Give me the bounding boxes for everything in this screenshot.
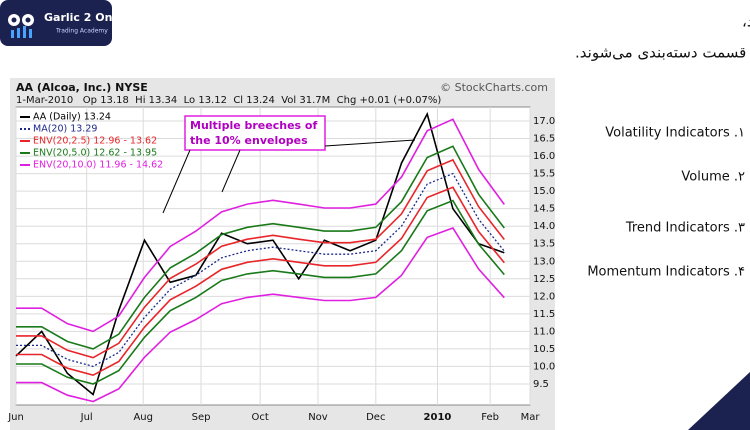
annotation-text: Multiple breeches of bbox=[190, 119, 317, 132]
series-line bbox=[16, 186, 505, 377]
legend-label: ENV(20,5.0) 12.62 - 13.95 bbox=[33, 148, 157, 159]
logo-tagline: Trading Academy bbox=[55, 28, 108, 35]
list-item: Trend Indicators .۳ bbox=[625, 221, 745, 236]
y-tick-label: 12.5 bbox=[533, 274, 555, 285]
x-tick-label: Feb bbox=[481, 412, 499, 423]
y-tick-label: 17.0 bbox=[533, 116, 555, 127]
chart-title: AA (Alcoa, Inc.) NYSE bbox=[16, 81, 148, 94]
x-tick-label: Oct bbox=[252, 412, 269, 423]
legend-label: MA(20) 13.29 bbox=[33, 124, 97, 135]
corner-decoration bbox=[688, 372, 750, 430]
y-tick-label: 14.5 bbox=[533, 204, 555, 215]
x-tick-label: Jun bbox=[7, 412, 24, 423]
y-tick-label: 13.5 bbox=[533, 239, 555, 250]
series-line bbox=[16, 227, 505, 403]
list-item: Momentum Indicators .۴ bbox=[587, 265, 745, 280]
x-tick-label: 2010 bbox=[424, 412, 452, 423]
list-item: Volatility Indicators .۱ bbox=[605, 126, 745, 141]
logo-badge bbox=[0, 0, 112, 46]
y-tick-label: 12.0 bbox=[533, 291, 555, 302]
y-tick-label: 16.0 bbox=[533, 151, 555, 162]
x-tick-label: Mar bbox=[521, 412, 541, 423]
x-tick-label: Dec bbox=[366, 412, 385, 423]
y-tick-label: 15.5 bbox=[533, 169, 555, 180]
plot-area bbox=[15, 106, 531, 406]
series-line bbox=[16, 172, 505, 368]
chart-source: © StockCharts.com bbox=[440, 81, 548, 94]
x-tick-label: Jul bbox=[80, 412, 93, 423]
series-line bbox=[16, 199, 505, 385]
y-tick-label: 11.5 bbox=[533, 309, 555, 320]
y-tick-label: 11.0 bbox=[533, 326, 555, 337]
series-line bbox=[16, 158, 505, 359]
y-tick-label: 16.5 bbox=[533, 134, 555, 145]
x-tick-label: Sep bbox=[192, 412, 211, 423]
intro-line: اندیکاتورهای مالی، بر اساس نوع کاربری و … bbox=[742, 13, 750, 31]
logo-name: Garlic 2 Onion bbox=[44, 11, 132, 24]
legend-label: ENV(20,2.5) 12.96 - 13.62 bbox=[33, 136, 157, 147]
chart-subtitle: 1-Mar-2010 Op 13.18 Hi 13.34 Lo 13.12 Cl… bbox=[16, 95, 441, 106]
plot: 9.5 10.0 10.5 11.0 11.5 12.0 12.5 13.0 13.5 14.0 1… bbox=[7, 107, 555, 423]
series-line bbox=[15, 111, 505, 396]
annotation-text: the 10% envelopes bbox=[190, 134, 308, 147]
intro-line: به چهار قسمت دسته‌بندی می‌شوند. bbox=[575, 44, 750, 62]
annotation-box bbox=[184, 115, 326, 151]
logo-icon bbox=[8, 14, 34, 38]
y-tick-label: 14.0 bbox=[533, 221, 555, 232]
series-line bbox=[16, 145, 505, 350]
x-tick-label: Aug bbox=[133, 412, 153, 423]
legend-label: ENV(20,10.0) 11.96 - 14.62 bbox=[33, 160, 163, 171]
y-tick-label: 10.0 bbox=[533, 361, 555, 372]
list-item: Volume .۲ bbox=[681, 170, 745, 185]
y-tick-label: 15.0 bbox=[533, 186, 555, 197]
annotation-arrows bbox=[162, 139, 416, 214]
legend-label: AA (Daily) 13.24 bbox=[33, 112, 111, 123]
x-tick-label: Nov bbox=[308, 412, 328, 423]
series-line bbox=[16, 118, 505, 333]
y-tick-label: 10.5 bbox=[533, 344, 555, 355]
y-tick-label: 9.5 bbox=[533, 379, 549, 390]
y-tick-label: 13.0 bbox=[533, 256, 555, 267]
